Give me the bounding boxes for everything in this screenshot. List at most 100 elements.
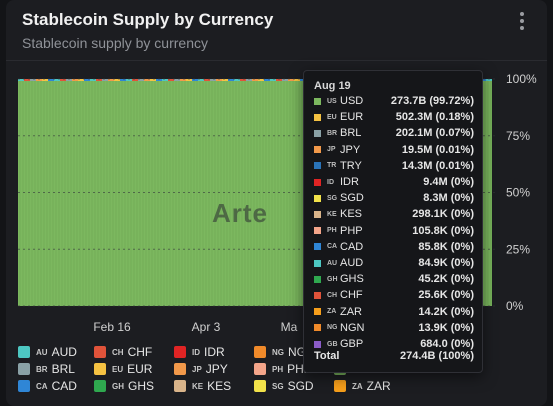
tooltip-swatch bbox=[314, 227, 321, 235]
area-other-currencies bbox=[108, 79, 114, 81]
area-other-currencies bbox=[132, 79, 138, 81]
legend-item-chf[interactable]: CH CHF bbox=[94, 345, 152, 359]
tooltip-currency: GBP bbox=[340, 338, 364, 350]
legend-item-zar[interactable]: ZA ZAR bbox=[334, 379, 391, 393]
legend-country-code: EU bbox=[112, 364, 124, 374]
tooltip-value: 13.9K (0%) bbox=[418, 321, 474, 334]
area-other-currencies bbox=[96, 79, 102, 81]
area-other-currencies bbox=[186, 79, 192, 81]
legend-item-jpy[interactable]: JP JPY bbox=[174, 362, 228, 376]
area-other-currencies bbox=[288, 79, 294, 81]
tooltip-country-code: KE bbox=[327, 210, 337, 218]
legend-item-aud[interactable]: AU AUD bbox=[18, 345, 77, 359]
tooltip-currency: GHS bbox=[340, 273, 364, 286]
tooltip-country-code: JP bbox=[327, 146, 336, 154]
area-other-currencies bbox=[246, 79, 252, 81]
tooltip-row: US USD 273.7B (99.72%) bbox=[314, 93, 474, 109]
tooltip-country-code: AU bbox=[327, 259, 338, 267]
tooltip-row: PH PHP 105.8K (0%) bbox=[314, 223, 474, 239]
tooltip-country-code: CH bbox=[327, 291, 338, 299]
tooltip-currency: USD bbox=[340, 95, 364, 107]
area-other-currencies bbox=[270, 79, 276, 81]
area-other-currencies bbox=[126, 79, 132, 81]
area-other-currencies bbox=[24, 79, 30, 81]
tooltip-country-code: PH bbox=[327, 227, 337, 235]
tooltip-swatch bbox=[314, 194, 321, 202]
chart-tooltip: Aug 19 Total 274.4B (100%) US USD 273.7B (… bbox=[303, 70, 483, 373]
area-other-currencies bbox=[252, 79, 258, 81]
area-other-currencies bbox=[180, 79, 186, 81]
legend-swatch bbox=[254, 363, 266, 375]
tooltip-currency: PHP bbox=[340, 224, 363, 237]
tooltip-currency: CHF bbox=[340, 289, 363, 302]
tooltip-country-code: EU bbox=[327, 113, 337, 121]
tooltip-row: SG SGD 8.3M (0%) bbox=[314, 190, 474, 206]
tooltip-value: 25.6K (0%) bbox=[418, 289, 474, 302]
kebab-menu-icon[interactable] bbox=[519, 12, 525, 32]
tooltip-currency: IDR bbox=[340, 176, 359, 188]
area-other-currencies bbox=[210, 79, 216, 81]
tooltip-swatch bbox=[314, 210, 321, 218]
tooltip-country-code: SG bbox=[327, 194, 338, 202]
area-other-currencies bbox=[150, 79, 156, 81]
legend-swatch bbox=[94, 346, 106, 358]
x-tick-label: Feb 16 bbox=[93, 320, 131, 334]
legend-label: CHF bbox=[127, 345, 153, 359]
area-other-currencies bbox=[486, 79, 492, 81]
tooltip-swatch bbox=[314, 162, 321, 170]
tooltip-swatch bbox=[314, 113, 321, 121]
y-tick-label: 0% bbox=[506, 299, 524, 313]
legend-swatch bbox=[174, 346, 186, 358]
tooltip-value: 105.8K (0%) bbox=[412, 224, 474, 237]
tooltip-row: TR TRY 14.3M (0.01%) bbox=[314, 158, 474, 174]
y-tick-label: 50% bbox=[506, 186, 530, 200]
tooltip-value: 502.3M (0.18%) bbox=[395, 111, 474, 124]
legend-label: KES bbox=[207, 379, 232, 393]
legend-swatch bbox=[254, 380, 266, 392]
legend-country-code: BR bbox=[36, 364, 48, 374]
y-tick-label: 25% bbox=[506, 242, 530, 256]
tooltip-row: CA CAD 85.8K (0%) bbox=[314, 239, 474, 255]
legend-item-cad[interactable]: CA CAD bbox=[18, 379, 77, 393]
tooltip-row: JP JPY 19.5M (0.01%) bbox=[314, 142, 474, 158]
legend-label: JPY bbox=[205, 362, 228, 376]
tooltip-currency: EUR bbox=[340, 111, 364, 124]
area-other-currencies bbox=[162, 79, 168, 81]
area-other-currencies bbox=[240, 79, 246, 81]
chart-title: Stablecoin Supply by Currency bbox=[22, 10, 274, 29]
tooltip-date: Aug 19 bbox=[314, 80, 351, 92]
legend-item-kes[interactable]: KE KES bbox=[174, 379, 231, 393]
legend-item-idr[interactable]: ID IDR bbox=[174, 345, 225, 359]
area-other-currencies bbox=[264, 79, 270, 81]
legend-item-eur[interactable]: EU EUR bbox=[94, 362, 152, 376]
area-other-currencies bbox=[42, 79, 48, 81]
tooltip-row: NG NGN 13.9K (0%) bbox=[314, 320, 474, 336]
tooltip-swatch bbox=[314, 275, 321, 283]
area-other-currencies bbox=[18, 79, 24, 81]
area-other-currencies bbox=[72, 79, 78, 81]
legend-country-code: KE bbox=[192, 381, 204, 391]
legend-country-code: CA bbox=[36, 381, 48, 391]
area-other-currencies bbox=[480, 79, 486, 81]
tooltip-swatch bbox=[314, 178, 321, 186]
x-tick-label: Ma bbox=[281, 320, 298, 334]
legend-swatch bbox=[18, 363, 30, 375]
area-other-currencies bbox=[198, 79, 204, 81]
tooltip-swatch bbox=[314, 308, 321, 316]
area-other-currencies bbox=[30, 79, 36, 81]
legend-swatch bbox=[94, 363, 106, 375]
tooltip-country-code: TR bbox=[327, 162, 337, 170]
y-tick-label: 75% bbox=[506, 129, 530, 143]
tooltip-value: 298.1K (0%) bbox=[412, 208, 474, 221]
tooltip-value: 14.3M (0.01%) bbox=[401, 159, 474, 172]
tooltip-row: KE KES 298.1K (0%) bbox=[314, 206, 474, 222]
area-other-currencies bbox=[90, 79, 96, 81]
legend-item-ghs[interactable]: GH GHS bbox=[94, 379, 154, 393]
header-divider bbox=[6, 60, 547, 61]
legend-country-code: SG bbox=[272, 381, 284, 391]
area-other-currencies bbox=[216, 79, 222, 81]
legend-item-sgd[interactable]: SG SGD bbox=[254, 379, 314, 393]
tooltip-currency: CAD bbox=[340, 240, 364, 253]
legend-item-brl[interactable]: BR BRL bbox=[18, 362, 75, 376]
tooltip-country-code: GH bbox=[327, 275, 338, 283]
